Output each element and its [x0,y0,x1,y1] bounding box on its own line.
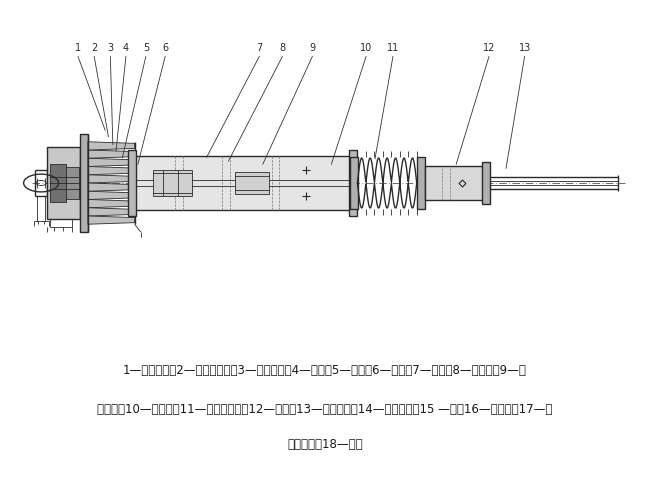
Polygon shape [88,191,135,200]
Text: 向斜块；10—分水盘；11—下减震装置；12—方头；13—钒杆销轴；14—减震总成；15 —杆；16—中间杆；17—防: 向斜块；10—分水盘；11—下减震装置；12—方头；13—钒杆销轴；14—减震总… [98,404,552,416]
Polygon shape [88,158,135,166]
Bar [135,156,350,210]
Bar [350,157,358,209]
Bar [129,150,136,216]
Text: 1: 1 [75,43,81,53]
Text: 1—限位装置；2—防带杆装置；3—上端法兰；4—挡环；5—转环；6—芯杆；7—键条；8—加压台；9—导: 1—限位装置；2—防带杆装置；3—上端法兰；4—挡环；5—转环；6—芯杆；7—键… [123,365,527,377]
Text: 7: 7 [256,43,263,53]
Polygon shape [88,216,135,224]
Text: 带杆托盘；18—扁头: 带杆托盘；18—扁头 [287,438,363,450]
Text: 12: 12 [483,43,495,53]
Text: 2: 2 [91,43,98,53]
Text: 11: 11 [387,43,399,53]
Bar [51,164,66,202]
Bar [482,163,489,203]
Polygon shape [88,175,135,183]
Text: 13: 13 [519,43,531,53]
Text: 9: 9 [309,43,316,53]
Text: 5: 5 [143,43,149,53]
Bar [235,172,269,194]
Bar [153,170,192,196]
Bar [425,165,484,201]
Bar [81,134,88,232]
Bar [417,157,425,209]
Polygon shape [88,150,135,158]
Polygon shape [88,183,135,191]
Polygon shape [88,208,135,216]
Text: 8: 8 [280,43,285,53]
Text: 3: 3 [107,43,113,53]
Bar [47,146,81,220]
Bar [348,150,358,216]
Text: 6: 6 [162,43,168,53]
Text: 10: 10 [360,43,372,53]
Polygon shape [88,166,135,175]
Text: 4: 4 [123,43,129,53]
Polygon shape [88,142,135,150]
Polygon shape [88,200,135,208]
Bar [66,167,79,199]
